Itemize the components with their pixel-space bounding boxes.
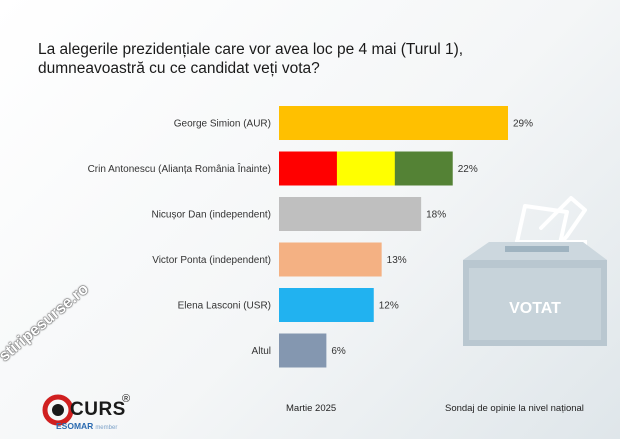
value-label-2: 18%: [426, 210, 446, 221]
survey-note: Sondaj de opinie la nivel național: [445, 403, 584, 414]
value-label-0: 29%: [513, 119, 533, 130]
survey-date: Martie 2025: [286, 403, 337, 414]
ballot-box-icon: VOTAT: [463, 196, 607, 346]
bar-1-seg-0: [279, 151, 338, 186]
bar-1-seg-2: [394, 151, 453, 186]
bar-1-seg-1: [336, 151, 396, 186]
category-label-3: Victor Ponta (independent): [152, 255, 271, 266]
chart-title: La alegerile prezidențiale care vor avea…: [38, 40, 518, 78]
bar-2: [279, 197, 422, 231]
title-line-1: La alegerile prezidențiale care vor avea…: [38, 41, 464, 58]
category-label-1: Crin Antonescu (Alianța România Înainte): [88, 162, 271, 175]
category-label-0: George Simion (AUR): [174, 119, 271, 130]
registered-mark: ®: [122, 393, 131, 405]
esomar-label: ESOMAR: [56, 421, 94, 431]
curs-logo-icon: [42, 394, 74, 426]
bar-0: [279, 106, 508, 140]
category-label-4: Elena Lasconi (USR): [178, 301, 271, 312]
esomar-member: member: [95, 425, 118, 431]
title-line-2: dumneavoastră cu ce candidat veți vota?: [38, 60, 320, 77]
value-label-5: 6%: [331, 346, 346, 357]
value-label-1: 22%: [458, 164, 478, 175]
category-label-2: Nicușor Dan (independent): [151, 210, 271, 221]
category-label-5: Altul: [252, 346, 271, 357]
brand-name: CURS: [70, 399, 126, 420]
esomar-badge: ESOMAR member: [56, 421, 117, 431]
bar-4: [279, 288, 374, 322]
bar-5: [279, 333, 327, 368]
value-label-3: 13%: [387, 255, 407, 266]
ballot-label: VOTAT: [509, 300, 561, 317]
value-label-4: 12%: [379, 301, 399, 312]
bar-3: [279, 242, 382, 277]
